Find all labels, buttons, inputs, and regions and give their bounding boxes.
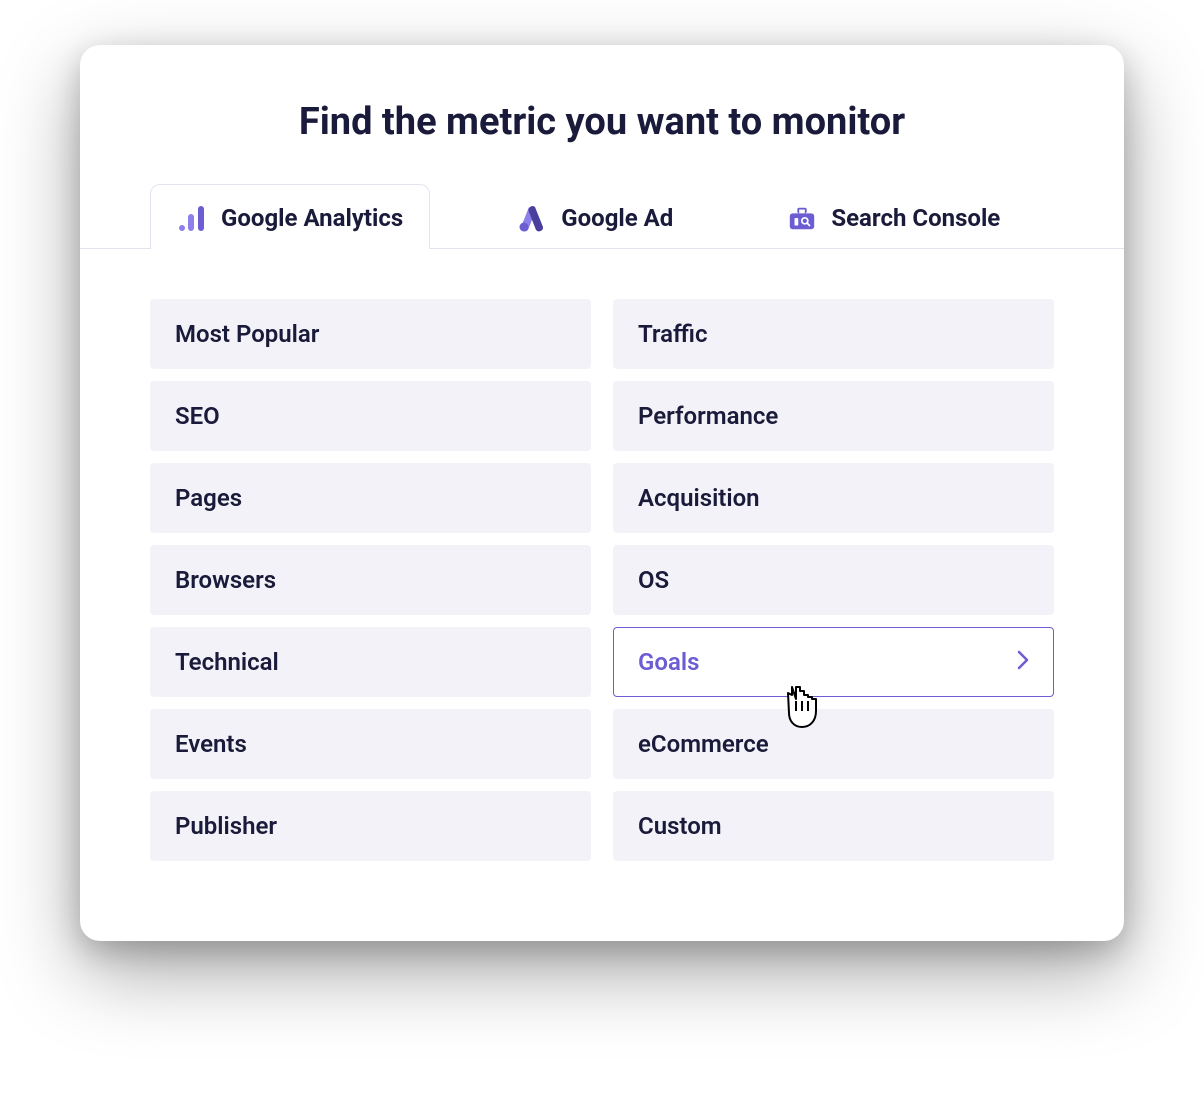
metric-selector-card: Find the metric you want to monitor Goog… [80,45,1124,941]
category-label: Events [175,730,247,758]
category-label: Custom [638,812,722,840]
page-title: Find the metric you want to monitor [80,45,1124,184]
category-os[interactable]: OS [613,545,1054,615]
category-goals[interactable]: Goals [613,627,1054,697]
search-console-icon [787,203,817,233]
category-events[interactable]: Events [150,709,591,779]
tab-label: Google Ad [561,204,673,232]
category-label: Goals [638,648,699,676]
tab-label: Google Analytics [221,204,403,232]
category-seo[interactable]: SEO [150,381,591,451]
tab-google-analytics[interactable]: Google Analytics [150,184,430,249]
tab-search-console[interactable]: Search Console [760,184,1027,249]
tabs: Google Analytics Google Ad [80,184,1124,248]
category-label: SEO [175,402,220,430]
category-performance[interactable]: Performance [613,381,1054,451]
google-ads-icon [517,203,547,233]
category-label: Traffic [638,320,707,348]
category-custom[interactable]: Custom [613,791,1054,861]
tabs-container: Google Analytics Google Ad [80,184,1124,249]
category-ecommerce[interactable]: eCommerce [613,709,1054,779]
category-label: Acquisition [638,484,760,512]
category-label: eCommerce [638,730,769,758]
category-label: Technical [175,648,279,676]
category-pages[interactable]: Pages [150,463,591,533]
tab-google-ad[interactable]: Google Ad [490,184,700,249]
category-label: Performance [638,402,778,430]
category-publisher[interactable]: Publisher [150,791,591,861]
category-label: Most Popular [175,320,319,348]
category-acquisition[interactable]: Acquisition [613,463,1054,533]
chevron-right-icon [1017,648,1029,676]
category-traffic[interactable]: Traffic [613,299,1054,369]
category-most-popular[interactable]: Most Popular [150,299,591,369]
category-label: Pages [175,484,242,512]
category-grid: Most Popular Traffic SEO Performance Pag… [80,249,1124,861]
category-browsers[interactable]: Browsers [150,545,591,615]
category-technical[interactable]: Technical [150,627,591,697]
tab-label: Search Console [831,204,1000,232]
category-label: OS [638,566,669,594]
category-label: Browsers [175,566,276,594]
analytics-icon [177,203,207,233]
category-label: Publisher [175,812,277,840]
